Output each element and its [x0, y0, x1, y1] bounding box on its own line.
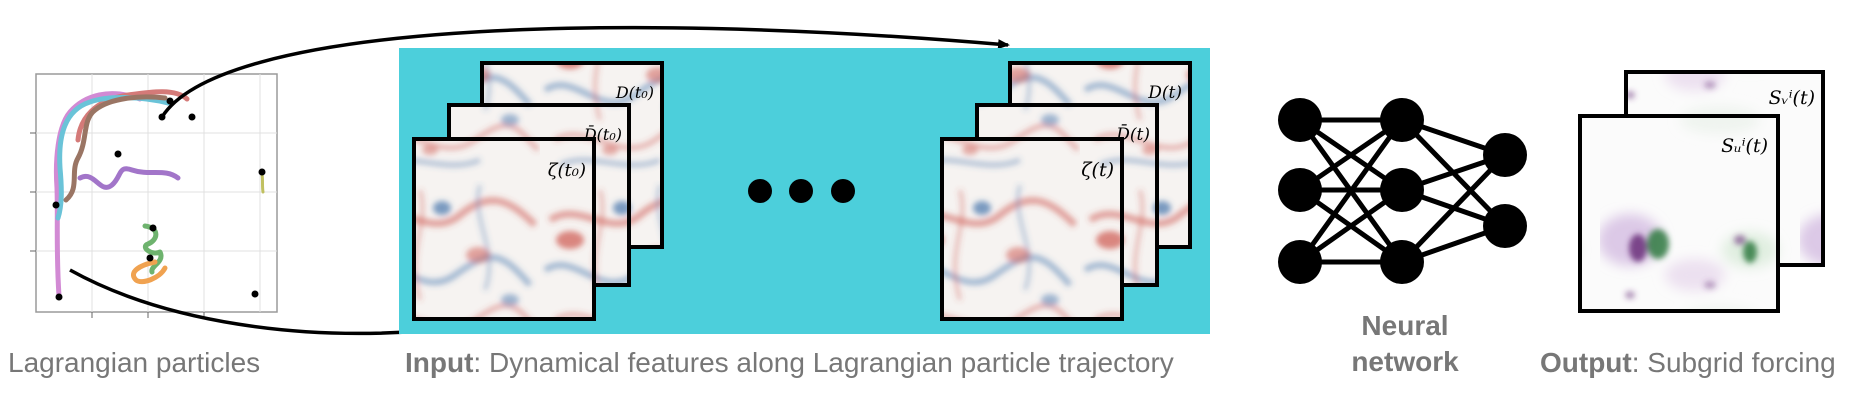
frame-Su	[1578, 114, 1780, 313]
trajectory-green	[142, 223, 164, 275]
network-nodes	[1278, 98, 1527, 284]
plot-ticks	[30, 132, 205, 318]
caption-input-bold: Input	[405, 347, 474, 378]
trajectory-pink	[53, 91, 143, 299]
particle-plot	[30, 73, 278, 318]
caption-output-text: : Subgrid forcing	[1631, 347, 1836, 378]
caption-input: Input: Dynamical features along Lagrangi…	[405, 347, 1174, 379]
trajectory-orange	[131, 259, 168, 285]
frame-zeta-t0	[412, 137, 596, 321]
arrow-particles-to-initial-input	[69, 268, 457, 336]
label-zeta-t: ζ(t)	[1081, 159, 1114, 181]
label-D-t: D(t)	[1147, 83, 1182, 103]
particle-markers	[52, 97, 266, 301]
frame-zeta-t	[940, 137, 1124, 321]
caption-input-text: : Dynamical features along Lagrangian pa…	[473, 347, 1174, 378]
caption-output-bold: Output	[1540, 347, 1632, 378]
caption-particles: Lagrangian particles	[8, 347, 261, 378]
label-D-t0: D(t₀)	[615, 83, 654, 102]
output-frames: Sᵥⁱ(t) Sᵤⁱ(t)	[1578, 70, 1825, 313]
arrow-particles-to-final-input	[160, 25, 1010, 118]
trajectory-yellow	[260, 172, 265, 194]
caption-network-line2: network	[1351, 346, 1459, 377]
label-Sv: Sᵥⁱ(t)	[1769, 87, 1815, 109]
caption-network: Neural network	[1330, 308, 1480, 380]
label-zeta-t0: ζ(t₀)	[548, 160, 586, 181]
caption-output: Output: Subgrid forcing	[1540, 347, 1836, 379]
caption-network-line1: Neural	[1361, 310, 1449, 341]
label-Su: Sᵤⁱ(t)	[1721, 135, 1768, 157]
label-Dbar-t0: D̄(t₀)	[583, 123, 622, 144]
frame-stack-t0: D(t₀) D̄(t₀) ζ(t₀)	[412, 61, 664, 321]
trajectory-brown	[63, 94, 168, 203]
ellipsis-dots	[748, 179, 855, 203]
trajectory-red	[75, 89, 190, 143]
trajectory-purple	[77, 166, 181, 190]
label-Dbar-t: D̄(t)	[1115, 123, 1150, 145]
neural-network-graphic	[1278, 98, 1527, 284]
frame-stack-t: D(t) D̄(t) ζ(t)	[940, 61, 1192, 321]
